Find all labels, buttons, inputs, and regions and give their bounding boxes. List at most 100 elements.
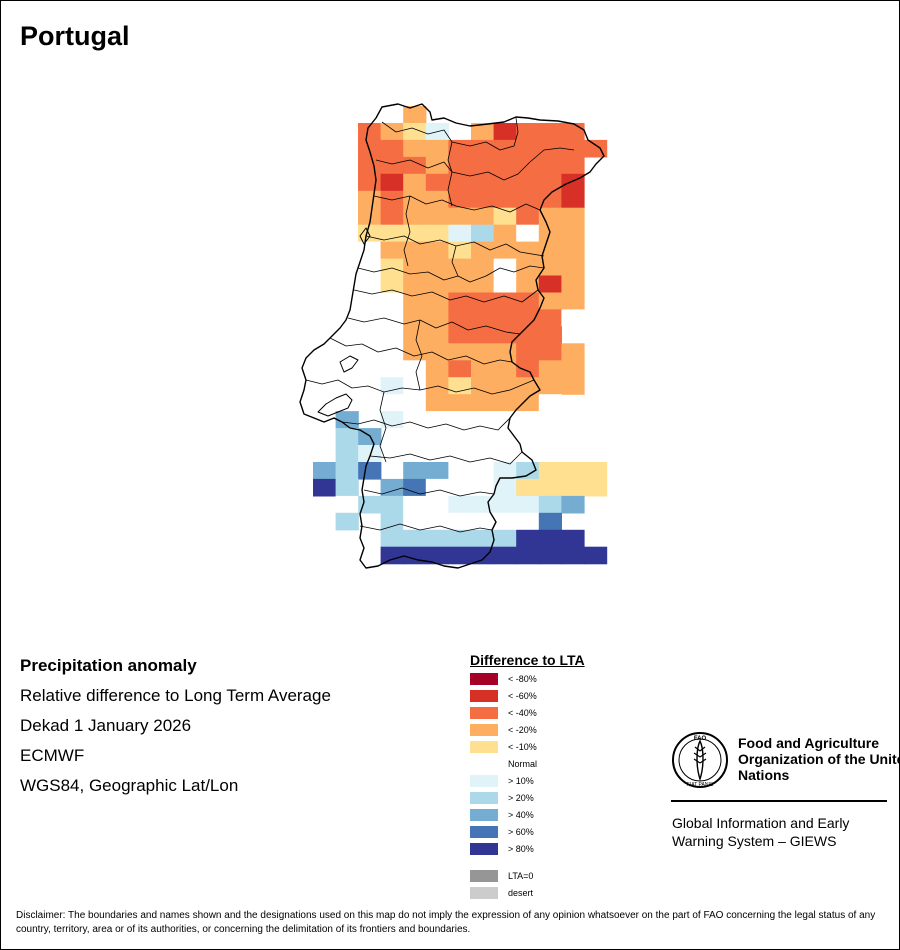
grid-cell — [448, 326, 472, 344]
grid-cell — [380, 445, 404, 463]
grid-cell — [493, 123, 517, 141]
grid-cell — [561, 377, 585, 395]
grid-cell — [561, 495, 585, 514]
grid-cell — [538, 343, 562, 361]
grid-cell — [516, 224, 540, 243]
grid-cell — [358, 207, 382, 226]
grid-cell — [425, 156, 449, 175]
grid-cell — [380, 207, 404, 226]
grid-cell — [358, 156, 382, 175]
grid-cell — [471, 445, 495, 463]
grid-cell — [561, 292, 585, 311]
grid-cell — [561, 360, 585, 378]
grid-cell — [471, 377, 495, 395]
grid-cell — [471, 173, 495, 192]
grid-cell — [516, 546, 540, 565]
grid-cell — [403, 292, 427, 311]
grid-cell — [538, 377, 562, 395]
grid-cell — [403, 495, 427, 514]
grid-cell — [380, 360, 404, 378]
legend-item: < -60% — [470, 689, 537, 702]
grid-cell — [538, 258, 562, 277]
grid-cell — [403, 275, 427, 294]
grid-cell — [493, 478, 517, 497]
legend-swatch — [470, 808, 498, 821]
grid-cell — [380, 292, 404, 311]
info-description: Relative difference to Long Term Average — [20, 686, 331, 705]
grid-cell — [448, 258, 472, 277]
grid-cell — [471, 224, 495, 243]
fao-logo-motto: FIAT PANIS — [687, 782, 714, 788]
portugal-outline — [299, 103, 605, 569]
grid-cell — [380, 546, 404, 565]
grid-cell — [380, 326, 404, 344]
grid-cell — [493, 207, 517, 226]
legend-swatch — [470, 774, 498, 787]
grid-cell — [493, 190, 517, 209]
legend-item: > 80% — [470, 842, 534, 855]
grid-cell — [425, 445, 449, 463]
legend-item: < -40% — [470, 706, 537, 719]
grid-cell — [493, 326, 517, 344]
legend-swatch — [470, 689, 498, 702]
grid-cell — [335, 445, 359, 463]
grid-cell — [538, 123, 562, 141]
grid-cell — [538, 529, 562, 548]
grid-cell — [335, 394, 359, 412]
grid-cell — [538, 512, 562, 531]
grid-cell — [335, 411, 359, 429]
grid-cell — [493, 529, 517, 548]
grid-cell — [538, 190, 562, 209]
grid-cell — [425, 512, 449, 531]
grid-cell — [584, 546, 608, 565]
grid-cell — [538, 495, 562, 514]
grid-cell — [448, 462, 472, 480]
grid-cell — [561, 156, 585, 175]
legend-label: > 60% — [508, 826, 534, 837]
grid-cell — [448, 190, 472, 209]
info-period: Dekad 1 January 2026 — [20, 716, 192, 735]
grid-cell — [425, 326, 449, 344]
grid-cell — [584, 462, 608, 480]
grid-cell — [358, 462, 382, 480]
grid-cell — [403, 462, 427, 480]
legend-label: desert — [508, 887, 534, 898]
legend-swatch — [470, 757, 498, 770]
grid-cell — [380, 241, 404, 260]
grid-cell — [538, 292, 562, 311]
grid-cell — [448, 377, 472, 395]
grid-cell — [471, 241, 495, 260]
fao-name: Food and Agriculture Organization of the… — [738, 735, 900, 783]
grid-cell — [561, 139, 585, 158]
info-projection: WGS84, Geographic Lat/Lon — [20, 776, 239, 795]
legend-item: < -20% — [470, 723, 537, 736]
grid-cell — [425, 241, 449, 260]
legend-swatch — [470, 886, 498, 899]
grid-cell — [471, 275, 495, 294]
grid-cell — [561, 462, 585, 480]
grid-cell — [493, 360, 517, 378]
legend-item: < -80% — [470, 672, 537, 685]
grid-cell — [493, 309, 517, 327]
grid-cell — [561, 445, 585, 463]
legend-label: < -20% — [508, 724, 537, 735]
grid-cell — [358, 445, 382, 463]
grid-cell — [425, 224, 449, 243]
grid-cell — [448, 478, 472, 497]
info-product: Precipitation anomaly — [20, 656, 197, 675]
grid-cell — [448, 546, 472, 565]
legend-swatch — [470, 672, 498, 685]
grid-cell — [493, 495, 517, 514]
grid-cell — [538, 428, 562, 446]
grid-cell — [425, 462, 449, 480]
grid-cell — [403, 478, 427, 497]
grid-cell — [471, 428, 495, 446]
grid-cell — [425, 546, 449, 565]
grid-cell — [538, 445, 562, 463]
info-source: ECMWF — [20, 746, 85, 765]
grid-cell — [448, 139, 472, 158]
map-title: Portugal — [20, 21, 130, 51]
grid-cell — [403, 394, 427, 412]
grid-cell — [538, 156, 562, 175]
grid-cell — [493, 512, 517, 531]
